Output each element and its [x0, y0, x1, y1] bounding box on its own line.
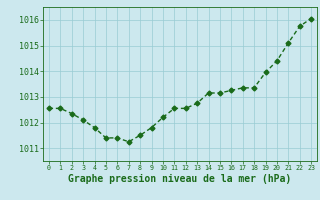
X-axis label: Graphe pression niveau de la mer (hPa): Graphe pression niveau de la mer (hPa): [68, 174, 292, 184]
